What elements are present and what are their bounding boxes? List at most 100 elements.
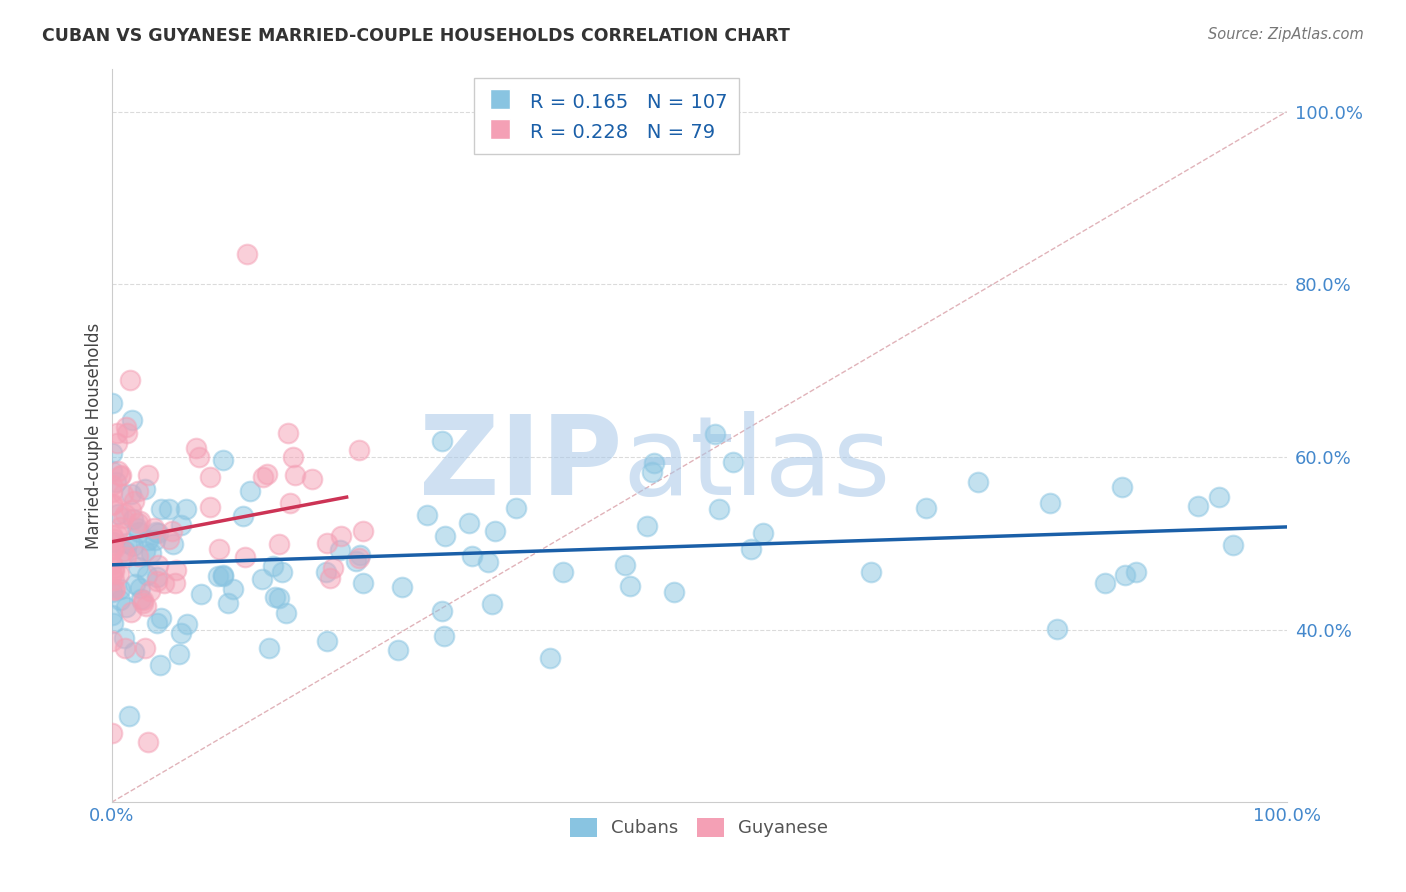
Guyanese bbox=[316, 536, 339, 550]
Cubans bbox=[316, 634, 339, 648]
Cubans bbox=[262, 558, 284, 573]
Cubans bbox=[1187, 499, 1209, 513]
Guyanese bbox=[101, 478, 124, 492]
Guyanese bbox=[129, 514, 152, 528]
Cubans bbox=[619, 579, 641, 593]
Cubans bbox=[387, 643, 409, 657]
Guyanese bbox=[103, 542, 125, 557]
Guyanese bbox=[136, 468, 159, 483]
Cubans bbox=[1039, 496, 1062, 510]
Cubans bbox=[433, 629, 456, 643]
Guyanese bbox=[111, 511, 134, 525]
Cubans bbox=[1125, 565, 1147, 579]
Cubans bbox=[128, 524, 150, 539]
Cubans bbox=[274, 606, 297, 620]
Cubans bbox=[211, 567, 233, 582]
Guyanese bbox=[198, 500, 221, 514]
Cubans bbox=[118, 708, 141, 723]
Guyanese bbox=[165, 563, 187, 577]
Cubans bbox=[264, 591, 287, 605]
Guyanese bbox=[108, 566, 131, 581]
Guyanese bbox=[135, 599, 157, 613]
Cubans bbox=[149, 610, 172, 624]
Cubans bbox=[1111, 480, 1133, 494]
Cubans bbox=[344, 554, 367, 568]
Cubans bbox=[104, 475, 127, 489]
Guyanese bbox=[114, 640, 136, 655]
Cubans bbox=[139, 546, 162, 560]
Cubans bbox=[915, 501, 938, 516]
Guyanese bbox=[127, 516, 149, 530]
Guyanese bbox=[276, 425, 298, 440]
Guyanese bbox=[101, 566, 124, 581]
Guyanese bbox=[114, 419, 136, 434]
Guyanese bbox=[127, 549, 149, 563]
Cubans bbox=[391, 580, 413, 594]
Cubans bbox=[1046, 622, 1069, 636]
Guyanese bbox=[347, 551, 370, 566]
Guyanese bbox=[103, 582, 125, 597]
Text: ZIP: ZIP bbox=[419, 411, 623, 518]
Cubans bbox=[751, 525, 773, 540]
Guyanese bbox=[100, 557, 122, 571]
Cubans bbox=[315, 565, 337, 579]
Cubans bbox=[457, 516, 479, 530]
Cubans bbox=[174, 502, 197, 516]
Cubans bbox=[643, 456, 665, 470]
Cubans bbox=[190, 587, 212, 601]
Cubans bbox=[112, 631, 135, 645]
Cubans bbox=[212, 568, 235, 582]
Guyanese bbox=[330, 529, 353, 543]
Cubans bbox=[721, 455, 744, 469]
Guyanese bbox=[100, 726, 122, 740]
Guyanese bbox=[188, 450, 211, 464]
Guyanese bbox=[101, 497, 124, 511]
Guyanese bbox=[319, 571, 342, 585]
Guyanese bbox=[105, 435, 128, 450]
Cubans bbox=[162, 536, 184, 550]
Cubans bbox=[207, 568, 229, 582]
Cubans bbox=[101, 446, 124, 460]
Cubans bbox=[145, 525, 167, 540]
Cubans bbox=[134, 544, 156, 558]
Cubans bbox=[433, 529, 456, 543]
Cubans bbox=[614, 558, 637, 572]
Cubans bbox=[211, 453, 233, 467]
Cubans bbox=[352, 575, 374, 590]
Guyanese bbox=[322, 561, 344, 575]
Cubans bbox=[124, 577, 146, 591]
Cubans bbox=[267, 591, 290, 605]
Cubans bbox=[481, 597, 503, 611]
Guyanese bbox=[347, 442, 370, 457]
Guyanese bbox=[252, 470, 274, 484]
Cubans bbox=[551, 565, 574, 579]
Guyanese bbox=[256, 467, 278, 481]
Cubans bbox=[157, 502, 180, 516]
Cubans bbox=[349, 548, 371, 562]
Guyanese bbox=[101, 485, 124, 500]
Cubans bbox=[134, 482, 156, 496]
Guyanese bbox=[132, 593, 155, 607]
Cubans bbox=[108, 593, 131, 607]
Guyanese bbox=[146, 574, 169, 589]
Guyanese bbox=[235, 247, 257, 261]
Cubans bbox=[121, 413, 143, 427]
Guyanese bbox=[105, 527, 128, 541]
Cubans bbox=[100, 607, 122, 622]
Guyanese bbox=[301, 472, 323, 486]
Cubans bbox=[1094, 575, 1116, 590]
Cubans bbox=[176, 617, 198, 632]
Cubans bbox=[101, 616, 124, 631]
Guyanese bbox=[100, 528, 122, 542]
Cubans bbox=[505, 500, 527, 515]
Guyanese bbox=[160, 524, 183, 538]
Guyanese bbox=[101, 498, 124, 512]
Cubans bbox=[432, 604, 454, 618]
Cubans bbox=[1208, 490, 1230, 504]
Cubans bbox=[107, 507, 129, 521]
Cubans bbox=[636, 519, 658, 533]
Cubans bbox=[101, 464, 124, 478]
Guyanese bbox=[118, 373, 141, 387]
Cubans bbox=[967, 475, 990, 489]
Cubans bbox=[484, 524, 506, 538]
